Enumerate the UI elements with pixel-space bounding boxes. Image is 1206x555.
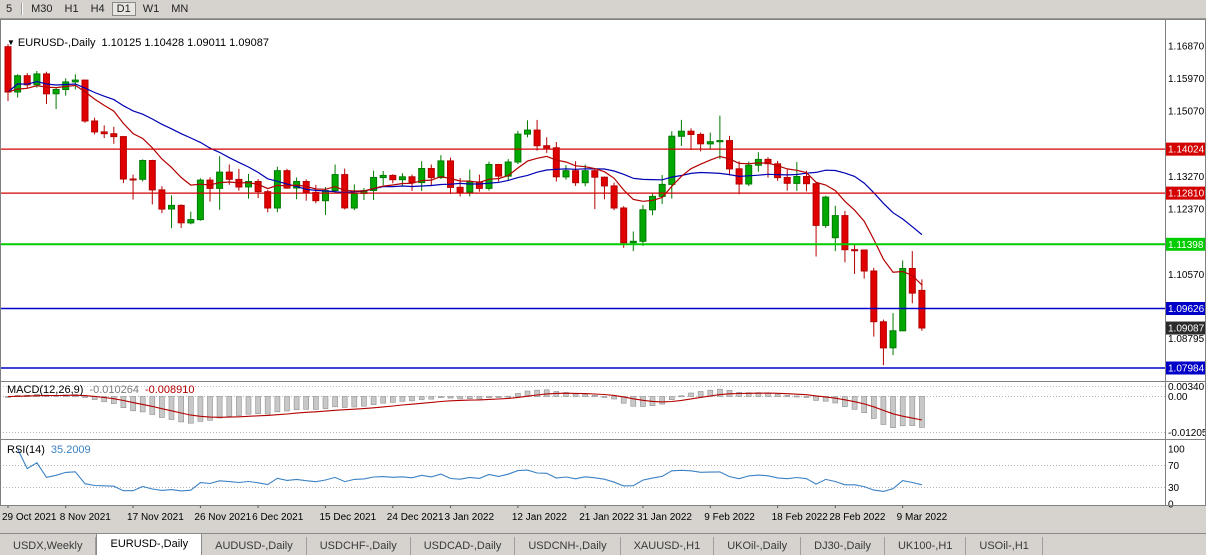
- timeframe-button-d1[interactable]: D1: [111, 2, 136, 16]
- ma-slow-line: [7, 80, 923, 236]
- date-axis-label: 31 Jan 2022: [637, 512, 692, 523]
- chart-dropdown-icon[interactable]: ▼: [7, 38, 15, 47]
- timeframe-button-h4[interactable]: H4: [90, 3, 105, 15]
- date-axis-strip: [0, 505, 1206, 533]
- ma-fast-line: [7, 84, 923, 286]
- chart-tab-ukoil-daily[interactable]: UKOil-,Daily: [714, 537, 802, 555]
- chart-tab-audusd-daily[interactable]: AUDUSD-,Daily: [202, 537, 307, 555]
- date-axis-label: 28 Feb 2022: [829, 512, 886, 523]
- date-axis-label: 3 Jan 2022: [445, 512, 495, 523]
- level-price-tag: [1166, 142, 1205, 156]
- chart-tab-usdx-weekly[interactable]: USDX,Weekly: [0, 537, 97, 555]
- chart-tab-usoil-h1[interactable]: USOil-,H1: [966, 537, 1043, 555]
- rsi-label: RSI(14): [7, 444, 45, 456]
- macd-main-value: -0.010264: [89, 384, 139, 396]
- macd-axis-label: 0.00340: [1168, 382, 1205, 393]
- rsi-axis-label: 100: [1168, 445, 1185, 456]
- rsi-value: 35.2009: [50, 444, 91, 456]
- price-axis-label: 1.08795: [1168, 334, 1205, 345]
- toolbar-separator: [21, 3, 23, 15]
- chart-tab-usdcnh-daily[interactable]: USDCNH-,Daily: [515, 537, 621, 555]
- price-axis-label: 1.12370: [1168, 205, 1205, 216]
- date-axis-label: 8 Nov 2021: [60, 512, 112, 523]
- date-axis-label: 6 Dec 2021: [252, 512, 304, 523]
- level-price-label: 1.11398: [1168, 240, 1204, 251]
- chart-tab-xauusd-h1[interactable]: XAUUSD-,H1: [620, 537, 715, 555]
- date-axis-label: 24 Dec 2021: [387, 512, 444, 523]
- chart-symbol: EURUSD-,Daily: [17, 37, 96, 49]
- chart-title: ▼ EURUSD-,Daily 1.10125 1.10428 1.09011 1.…: [7, 37, 269, 49]
- timeframe-button-w1[interactable]: W1: [142, 3, 160, 15]
- bid-price-label: 1.09087: [1168, 324, 1205, 335]
- timeframe-button-m30[interactable]: M30: [31, 3, 53, 15]
- macd-signal-line: [7, 392, 923, 421]
- chart-tab-usdchf-daily[interactable]: USDCHF-,Daily: [306, 537, 411, 555]
- timeframe-button-mn[interactable]: MN: [171, 3, 189, 15]
- level-price-label: 1.07984: [1168, 364, 1205, 375]
- macd-indicator-title: MACD(12,26,9) -0.010264 -0.008910: [7, 384, 195, 396]
- date-axis-label: 29 Oct 2021: [2, 512, 57, 523]
- level-price-tag: [1166, 302, 1205, 316]
- date-axis-label: 12 Jan 2022: [512, 512, 567, 523]
- chart-tab-uk100-h1[interactable]: UK100-,H1: [884, 537, 967, 555]
- rsi-line: [17, 448, 923, 492]
- price-chart-canvas[interactable]: 1.14024 1.12810 1.11398 1.09626 1.07984 1.090…: [0, 19, 1206, 533]
- chart-tab-dj30-daily[interactable]: DJ30-,Daily: [801, 537, 885, 555]
- date-axis-label: 21 Jan 2022: [579, 512, 634, 523]
- date-axis-label: 9 Mar 2022: [897, 512, 948, 523]
- timeframe-toolbar: 5 M30 H1 H4 D1 W1 MN: [0, 0, 1206, 19]
- chart-ohlc-values: 1.10125 1.10428 1.09011 1.09087: [101, 37, 269, 49]
- price-axis-label: 1.15970: [1168, 74, 1205, 85]
- level-price-tag: [1166, 237, 1205, 251]
- date-axis-label: 26 Nov 2021: [194, 512, 251, 523]
- macd-axis-label: -0.01205: [1168, 428, 1206, 439]
- rsi-axis-label: 70: [1168, 461, 1180, 472]
- timeframe-button-5[interactable]: 5: [6, 3, 13, 15]
- macd-signal-value: -0.008910: [144, 384, 195, 396]
- price-axis-label: 1.10570: [1168, 270, 1205, 281]
- bid-price-tag: [1166, 321, 1205, 335]
- level-price-label: 1.12810: [1168, 189, 1205, 200]
- macd-axis-label: 0.00: [1168, 392, 1188, 403]
- level-price-label: 1.14024: [1168, 145, 1205, 156]
- rsi-axis-label: 30: [1168, 483, 1180, 494]
- macd-label: MACD(12,26,9): [7, 384, 84, 396]
- price-axis-label: 1.13270: [1168, 172, 1205, 183]
- candlestick-series: [4, 44, 926, 366]
- chart-tab-eurusd-daily[interactable]: EURUSD-,Daily: [96, 533, 203, 555]
- price-axis-label: 1.15070: [1168, 107, 1205, 118]
- level-price-tag: [1166, 186, 1205, 200]
- rsi-indicator-title: RSI(14) 35.2009: [7, 444, 91, 456]
- date-axis-label: 9 Feb 2022: [704, 512, 755, 523]
- chart-tab-usdcad-daily[interactable]: USDCAD-,Daily: [410, 537, 516, 555]
- chart-background: [0, 19, 1206, 505]
- price-axis-label: 1.16870: [1168, 42, 1205, 53]
- date-axis-label: 15 Dec 2021: [319, 512, 376, 523]
- timeframe-button-h1[interactable]: H1: [64, 3, 79, 15]
- level-price-label: 1.09626: [1168, 304, 1205, 315]
- date-axis-label: 18 Feb 2022: [772, 512, 829, 523]
- symbol-tab-bar: USDX,Weekly EURUSD-,Daily AUDUSD-,Daily USD…: [0, 533, 1206, 555]
- level-price-tag: [1166, 361, 1205, 375]
- date-axis-label: 17 Nov 2021: [127, 512, 184, 523]
